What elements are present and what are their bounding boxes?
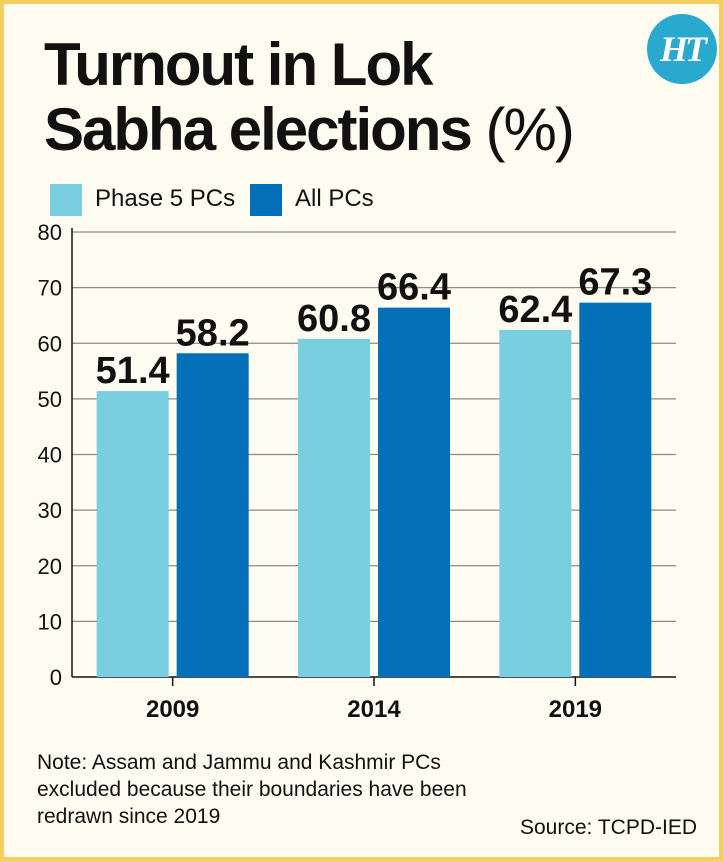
bar	[499, 329, 572, 677]
title-main: Turnout in Lok Sabha elections	[44, 31, 473, 163]
bar	[298, 338, 370, 677]
legend-swatch-phase5	[50, 184, 82, 216]
chart-title: Turnout in Lok Sabha elections (%)	[44, 32, 604, 162]
data-label: 62.4	[498, 289, 572, 331]
y-tick-label: 60	[38, 331, 62, 356]
x-tick-label: 2009	[146, 696, 199, 723]
source-label: Source: TCPD-IED	[520, 816, 697, 839]
y-tick-label: 80	[38, 220, 62, 245]
data-label: 58.2	[176, 312, 250, 354]
bar	[176, 353, 249, 677]
legend-swatch-all	[250, 184, 282, 216]
title-unit: (%)	[485, 96, 575, 163]
legend-label-phase5: Phase 5 PCs	[95, 185, 236, 212]
bar	[96, 391, 169, 677]
y-tick-label: 20	[38, 554, 62, 579]
x-tick-label: 2019	[549, 696, 602, 723]
legend-label-all: All PCs	[295, 185, 374, 212]
data-label: 51.4	[96, 350, 170, 392]
y-tick-label: 10	[38, 609, 62, 634]
x-tick-label: 2014	[347, 696, 401, 723]
bar	[579, 302, 652, 677]
y-tick-label: 40	[38, 443, 62, 468]
y-tick-label: 70	[38, 276, 62, 301]
y-tick-label: 0	[50, 665, 62, 690]
data-label: 60.8	[297, 298, 371, 340]
ht-logo: HT	[647, 14, 717, 84]
footnote: Note: Assam and Jammu and Kashmir PCs ex…	[37, 751, 467, 828]
bar	[378, 307, 450, 677]
data-label: 67.3	[578, 262, 652, 304]
data-label: 66.4	[377, 267, 451, 309]
y-tick-label: 30	[38, 498, 62, 523]
y-tick-label: 50	[38, 387, 62, 412]
